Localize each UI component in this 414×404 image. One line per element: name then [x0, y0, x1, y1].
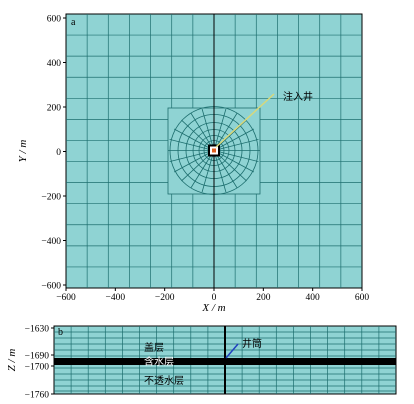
y-tick-label: 0	[56, 148, 61, 158]
z-tick-label: −1690	[25, 352, 50, 362]
wellbore-leader-line	[225, 343, 239, 359]
z-tick-label: −1760	[25, 391, 50, 401]
radial-spoke	[213, 150, 259, 163]
caprock-label: 盖层	[144, 341, 164, 354]
x-tick-label: −200	[155, 293, 175, 303]
radial-spoke	[213, 113, 238, 151]
y-tick-label: 600	[47, 15, 62, 25]
y-tick-label: 400	[47, 59, 62, 69]
radial-spoke	[213, 108, 227, 151]
radial-spoke	[213, 150, 238, 188]
impermeable-layer-label: 不透水层	[144, 375, 184, 387]
injection-well-leader-line	[215, 93, 275, 148]
radial-spoke	[201, 150, 215, 193]
radial-spoke	[213, 150, 255, 173]
x-tick-label: 600	[355, 293, 370, 303]
z-tick-label: −1630	[25, 325, 50, 335]
panel-a-label: a	[71, 17, 76, 28]
z-tick-label: −1700	[25, 363, 50, 373]
panel-b-label: b	[58, 327, 63, 338]
radial-spoke	[213, 128, 255, 151]
x-tick-label: 400	[306, 293, 321, 303]
panel-a-x-ticks: −600 −400 −200 0 200 400 600	[56, 288, 369, 303]
radial-spoke	[213, 138, 259, 151]
radial-spoke	[173, 150, 215, 173]
x-tick-label: −400	[106, 293, 126, 303]
aquifer-label: 含水层	[144, 355, 174, 368]
radial-spoke	[169, 150, 215, 163]
radial-spoke	[190, 150, 215, 188]
panel-a-y-ticks: 600 400 200 0 −200 −400 −600	[41, 15, 66, 292]
panel-b-y-ticks: −1630 −1690−1700 −1760	[25, 325, 54, 401]
radial-spoke	[190, 113, 215, 151]
radial-spoke	[169, 138, 215, 151]
injection-well-core	[212, 148, 216, 153]
panel-a-x-axis-label: X / m	[201, 302, 225, 314]
radial-spoke	[173, 128, 215, 151]
x-tick-label: 0	[212, 293, 217, 303]
y-tick-label: −200	[41, 193, 61, 203]
x-tick-label: −600	[56, 293, 76, 303]
panel-a-y-axis-label: Y / m	[17, 140, 29, 163]
y-tick-label: −600	[41, 282, 61, 292]
y-tick-label: 200	[47, 104, 62, 114]
y-tick-label: −400	[41, 237, 61, 247]
panel-b-y-axis-label: Z / m	[6, 349, 18, 372]
injection-well-label: 注入井	[283, 90, 313, 103]
wellbore-label: 井筒	[242, 337, 262, 350]
radial-spoke	[201, 108, 215, 151]
radial-spoke	[213, 150, 227, 193]
x-tick-label: 200	[256, 293, 271, 303]
